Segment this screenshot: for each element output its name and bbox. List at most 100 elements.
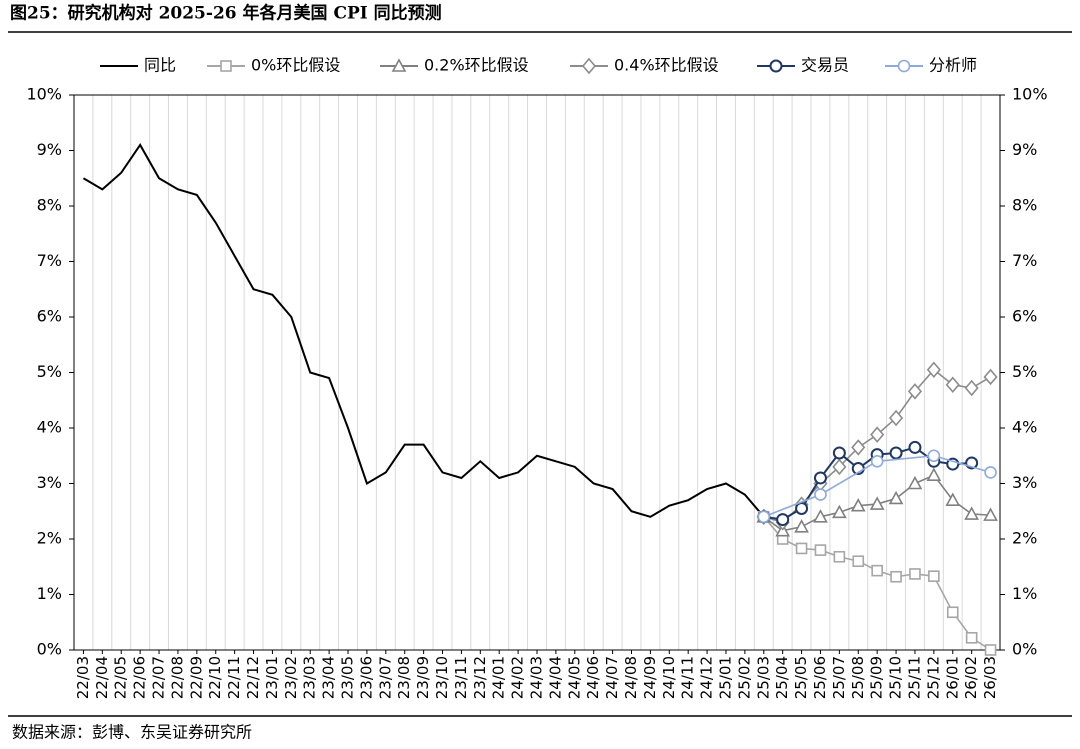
x-tick-label: 22/09 (187, 656, 205, 699)
x-tick-label: 23/09 (414, 656, 432, 699)
x-tick-label: 22/10 (206, 656, 224, 699)
source: 数据来源：彭博、东吴证券研究所 (12, 723, 252, 742)
point (965, 631, 978, 644)
point (814, 544, 827, 556)
x-tick-label: 24/05 (565, 656, 583, 699)
x-tick-label: 25/04 (773, 656, 791, 699)
x-tick-label: 23/01 (263, 656, 281, 699)
point (813, 509, 828, 523)
x-tick-label: 23/04 (320, 656, 338, 699)
y-tick-label: 1% (37, 584, 62, 603)
point (832, 446, 846, 460)
point (907, 383, 923, 400)
y2-tick-label: 6% (1012, 307, 1037, 326)
point (926, 467, 942, 481)
point (832, 458, 847, 476)
x-tick-label: 23/10 (433, 656, 451, 699)
x-tick-label: 24/07 (603, 656, 621, 699)
x-tick-label: 22/11 (225, 656, 243, 699)
x-tick-label: 25/07 (830, 656, 848, 699)
y2-tick-label: 5% (1012, 362, 1037, 381)
point (984, 466, 997, 479)
point (870, 426, 885, 443)
point (983, 507, 998, 521)
point (908, 440, 922, 454)
point (795, 501, 809, 515)
x-tick-label: 23/07 (376, 656, 394, 699)
x-tick-label: 25/06 (811, 656, 829, 699)
x-tick-label: 25/11 (905, 656, 923, 699)
legend-label: 0%环比假设 (251, 56, 340, 75)
legend-label: 0.2%环比假设 (424, 56, 529, 75)
point (964, 506, 980, 520)
y2-tick-label: 1% (1012, 584, 1037, 603)
x-tick-label: 24/01 (490, 656, 508, 699)
point (983, 368, 998, 386)
legend-marker (897, 59, 911, 73)
point (776, 513, 790, 527)
series-line (763, 516, 991, 651)
legend-label: 交易员 (801, 56, 849, 75)
point (909, 568, 921, 580)
point (889, 446, 903, 460)
x-tick-label: 25/10 (887, 656, 905, 699)
x-tick-label: 24/09 (641, 656, 659, 699)
y-tick-label: 10% (26, 85, 62, 104)
x-tick-label: 25/08 (849, 656, 867, 699)
x-tick-label: 24/04 (546, 656, 564, 699)
x-tick-label: 23/08 (395, 656, 413, 699)
series-line (82, 143, 765, 518)
x-tick-label: 23/11 (452, 656, 470, 699)
point (871, 564, 883, 577)
y2-tick-label: 3% (1012, 473, 1037, 492)
x-tick-label: 25/01 (716, 656, 734, 699)
x-tick-label: 26/02 (962, 656, 980, 699)
legend-label: 分析师 (929, 56, 977, 75)
point (870, 454, 884, 468)
point (832, 504, 847, 519)
y2-tick-label: 10% (1012, 85, 1048, 104)
point (850, 498, 866, 512)
x-tick-label: 22/05 (112, 656, 130, 699)
x-tick-label: 26/01 (943, 656, 961, 699)
y2-tick-label: 4% (1012, 418, 1037, 437)
point (926, 361, 941, 378)
point (907, 475, 923, 490)
x-tick-label: 23/06 (357, 656, 375, 699)
point (813, 471, 827, 485)
y2-tick-label: 9% (1012, 140, 1037, 159)
point (945, 376, 960, 393)
y2-tick-label: 2% (1012, 529, 1037, 548)
x-tick-label: 24/03 (528, 656, 546, 699)
legend-marker (220, 60, 232, 72)
y-tick-label: 2% (37, 529, 62, 548)
x-tick-label: 22/04 (93, 656, 111, 699)
legend-marker (581, 57, 597, 75)
point (984, 644, 997, 656)
legend-marker (769, 59, 783, 73)
y-tick-label: 7% (37, 251, 62, 270)
x-tick-label: 24/08 (622, 656, 640, 699)
y2-tick-label: 8% (1012, 196, 1037, 215)
x-tick-label: 22/08 (168, 656, 186, 699)
y-tick-label: 8% (37, 196, 62, 215)
x-tick-label: 22/07 (150, 656, 168, 699)
point (794, 519, 809, 533)
x-tick-label: 23/05 (339, 656, 357, 699)
x-tick-label: 24/02 (509, 656, 527, 699)
x-tick-label: 23/03 (301, 656, 319, 699)
legend-marker (391, 58, 407, 72)
x-tick-label: 25/03 (754, 656, 772, 699)
y2-tick-label: 0% (1012, 640, 1037, 659)
point (964, 379, 979, 397)
x-tick-label: 22/12 (244, 656, 262, 699)
point (851, 439, 866, 456)
x-tick-label: 24/10 (660, 656, 678, 699)
point (928, 570, 940, 582)
y2-tick-label: 7% (1012, 251, 1037, 270)
chart-title: 图25：研究机构对 2025-26 年各月美国 CPI 同比预测 (10, 3, 442, 24)
x-tick-label: 25/05 (792, 656, 810, 699)
y-tick-label: 5% (37, 362, 62, 381)
x-tick-label: 22/06 (131, 656, 149, 699)
